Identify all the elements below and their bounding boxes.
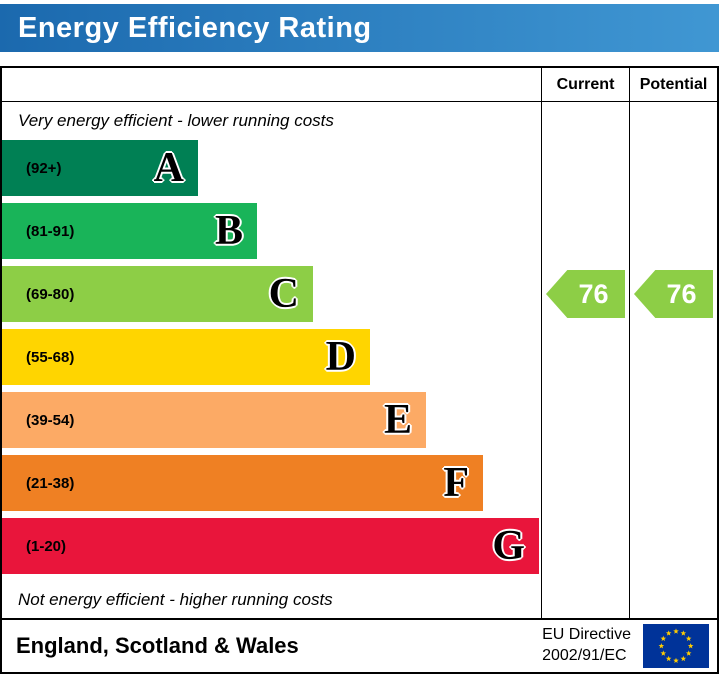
band-bar-a: (92+) A	[2, 140, 198, 196]
band-letter-d: D	[325, 334, 356, 380]
page-title: Energy Efficiency Rating	[18, 11, 372, 44]
title-bar: Energy Efficiency Rating	[0, 4, 719, 52]
band-bar-e: (39-54) E	[2, 392, 426, 448]
eu-directive-line2: 2002/91/EC	[542, 647, 627, 664]
current-area: 76	[542, 102, 629, 618]
band-row-a: (92+) A	[2, 140, 541, 196]
band-bar-d: (55-68) D	[2, 329, 370, 385]
band-bar-f: (21-38) F	[2, 455, 483, 511]
eu-directive-label: EU Directive 2002/91/EC	[542, 625, 631, 667]
eu-flag-icon	[643, 624, 709, 668]
band-row-d: (55-68) D	[2, 329, 541, 385]
epc-page: Energy Efficiency Rating Very energy eff…	[0, 4, 719, 679]
potential-column: Potential 76	[629, 68, 717, 618]
potential-rating-arrow: 76	[634, 270, 713, 318]
band-range-a: (92+)	[26, 159, 62, 177]
band-row-c: (69-80) C	[2, 266, 541, 322]
current-header: Current	[542, 68, 629, 102]
potential-rating-value: 76	[666, 278, 697, 309]
band-bar-g: (1-20) G	[2, 518, 539, 574]
band-range-b: (81-91)	[26, 222, 75, 240]
current-rating-value: 76	[578, 278, 609, 309]
band-letter-c: C	[268, 271, 299, 317]
footer: England, Scotland & Wales EU Directive 2…	[2, 620, 717, 672]
eu-directive-line1: EU Directive	[542, 626, 631, 644]
bands-area: Very energy efficient - lower running co…	[2, 102, 541, 619]
band-range-c: (69-80)	[26, 285, 75, 303]
rating-chart-frame: Very energy efficient - lower running co…	[0, 66, 719, 674]
rating-chart: Very energy efficient - lower running co…	[2, 68, 717, 620]
band-letter-b: B	[214, 208, 243, 254]
band-bar-b: (81-91) B	[2, 203, 257, 259]
bands-column: Very energy efficient - lower running co…	[2, 68, 541, 618]
band-row-b: (81-91) B	[2, 203, 541, 259]
band-letter-a: A	[153, 145, 184, 191]
bottom-note: Not energy efficient - higher running co…	[18, 590, 333, 609]
header-spacer	[2, 68, 541, 102]
band-range-f: (21-38)	[26, 474, 75, 492]
current-column: Current 76	[541, 68, 629, 618]
band-range-e: (39-54)	[26, 411, 75, 429]
band-letter-e: E	[383, 397, 412, 443]
band-letter-g: G	[492, 523, 525, 569]
potential-header: Potential	[630, 68, 717, 102]
region-label: England, Scotland & Wales	[16, 633, 299, 658]
band-bar-c: (69-80) C	[2, 266, 313, 322]
band-range-d: (55-68)	[26, 348, 75, 366]
band-range-g: (1-20)	[26, 537, 67, 555]
current-rating-arrow: 76	[546, 270, 625, 318]
potential-area: 76	[630, 102, 717, 618]
band-row-g: (1-20) G	[2, 518, 541, 574]
band-row-f: (21-38) F	[2, 455, 541, 511]
top-note: Very energy efficient - lower running co…	[18, 111, 334, 130]
band-row-e: (39-54) E	[2, 392, 541, 448]
band-letter-f: F	[443, 460, 469, 506]
